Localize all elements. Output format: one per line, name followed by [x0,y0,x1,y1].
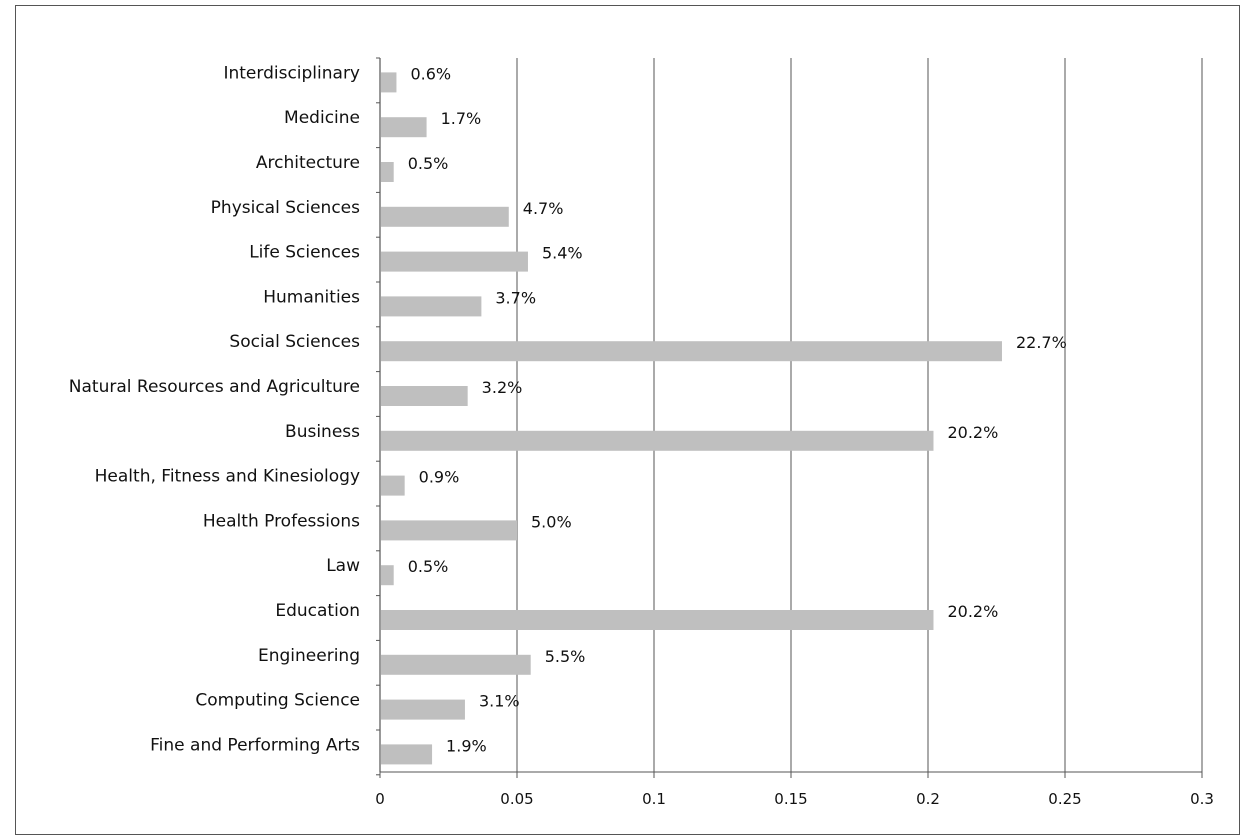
x-tick-label: 0.15 [774,790,807,808]
bar [381,251,528,272]
data-label: 22.7% [1016,333,1067,352]
value-labels: 0.6% 1.7% 0.5% 4.7% 5.4% 3.7% 22.7% 3.2% 20.2% 0.… [408,64,1067,755]
bar [381,162,394,182]
category-label: Health Professions [203,511,360,531]
data-label: 20.2% [947,423,998,442]
bar [381,610,934,630]
category-label: Architecture [256,153,360,173]
bar [381,744,433,765]
data-label: 3.2% [482,378,523,397]
category-label: Natural Resources and Agriculture [69,377,360,397]
data-label: 3.7% [495,288,536,307]
category-label: Health, Fitness and Kinesiology [95,467,360,487]
bar [381,117,427,138]
category-label: Physical Sciences [211,198,360,218]
bar [381,341,1002,362]
x-tick-label: 0.05 [500,790,533,808]
category-label: Life Sciences [249,243,360,263]
data-label: 5.4% [542,244,583,263]
data-label: 4.7% [523,199,564,218]
bars [381,72,1002,765]
data-label: 1.9% [446,736,487,755]
bar [381,520,517,541]
bar [381,699,465,720]
data-label: 3.1% [479,692,520,711]
x-tick-label: 0.1 [642,790,666,808]
data-label: 0.5% [408,154,449,173]
x-tick-label: 0.3 [1190,790,1214,808]
data-label: 1.7% [441,109,482,128]
category-label: Interdisciplinary [223,63,360,83]
bar [381,206,509,227]
data-label: 0.9% [419,468,460,487]
category-label: Education [275,601,360,621]
category-label: Medicine [284,108,360,128]
category-labels: Interdisciplinary Medicine Architecture Phy… [69,63,360,755]
bar [381,72,397,93]
gridlines [516,58,1203,772]
category-label: Engineering [258,646,360,666]
category-label: Fine and Performing Arts [150,735,360,755]
category-label: Humanities [263,287,360,307]
x-tick-label: 0.2 [916,790,940,808]
data-label: 20.2% [947,602,998,621]
bar [381,296,482,317]
category-label: Law [326,556,360,576]
data-label: 0.5% [408,557,449,576]
category-label: Computing Science [195,691,360,711]
data-label: 5.0% [531,512,572,531]
bar [381,565,394,586]
x-tick-label: 0 [375,790,385,808]
bar [381,475,405,496]
bar [381,430,934,451]
x-axis-ticks: 0 0.05 0.1 0.15 0.2 0.25 0.3 [375,772,1214,808]
category-label: Social Sciences [229,332,360,352]
bar [381,386,468,406]
category-label: Business [285,422,360,442]
data-label: 5.5% [545,647,586,666]
bar [381,654,531,675]
data-label: 0.6% [410,64,451,83]
x-tick-label: 0.25 [1048,790,1081,808]
